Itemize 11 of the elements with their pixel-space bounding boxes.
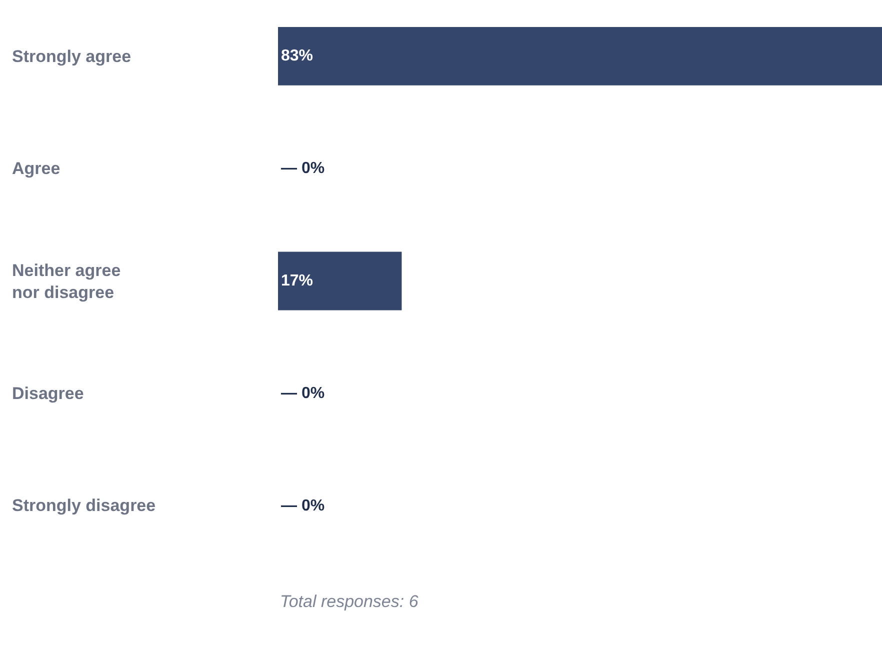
data-label: 17% <box>281 272 314 290</box>
y-tick-label: Strongly disagree <box>12 496 156 515</box>
annotation: Total responses: 6 <box>280 592 419 611</box>
data-label: — 0% <box>281 497 325 514</box>
data-label: — 0% <box>281 384 325 402</box>
y-tick-label: Disagree <box>12 384 84 403</box>
data-label: — 0% <box>281 160 325 178</box>
y-tick-label: Agree <box>12 159 60 178</box>
y-tick-label: Neither agree nor disagree <box>12 261 121 302</box>
y-tick-label: Strongly agree <box>12 47 132 66</box>
data-label: 83% <box>281 48 314 65</box>
